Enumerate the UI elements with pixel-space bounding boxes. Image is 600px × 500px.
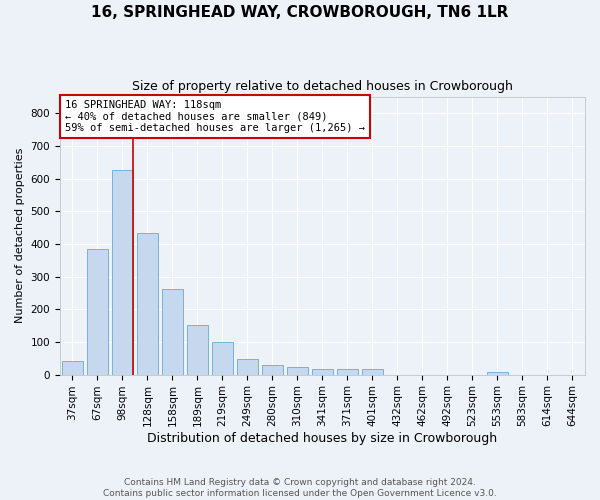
Y-axis label: Number of detached properties: Number of detached properties xyxy=(15,148,25,324)
Bar xyxy=(87,250,108,374)
Text: 16, SPRINGHEAD WAY, CROWBOROUGH, TN6 1LR: 16, SPRINGHEAD WAY, CROWBOROUGH, TN6 1LR xyxy=(91,5,509,20)
Bar xyxy=(287,368,308,374)
Bar xyxy=(62,361,83,374)
Bar xyxy=(312,368,333,374)
Bar xyxy=(487,372,508,374)
Bar xyxy=(262,365,283,374)
Bar xyxy=(112,170,133,374)
Bar xyxy=(337,368,358,374)
Title: Size of property relative to detached houses in Crowborough: Size of property relative to detached ho… xyxy=(132,80,513,93)
Text: Contains HM Land Registry data © Crown copyright and database right 2024.
Contai: Contains HM Land Registry data © Crown c… xyxy=(103,478,497,498)
X-axis label: Distribution of detached houses by size in Crowborough: Distribution of detached houses by size … xyxy=(148,432,497,445)
Bar xyxy=(187,324,208,374)
Bar xyxy=(362,368,383,374)
Bar xyxy=(137,232,158,374)
Text: 16 SPRINGHEAD WAY: 118sqm
← 40% of detached houses are smaller (849)
59% of semi: 16 SPRINGHEAD WAY: 118sqm ← 40% of detac… xyxy=(65,100,365,133)
Bar xyxy=(162,289,183,374)
Bar xyxy=(212,342,233,374)
Bar xyxy=(237,359,258,374)
